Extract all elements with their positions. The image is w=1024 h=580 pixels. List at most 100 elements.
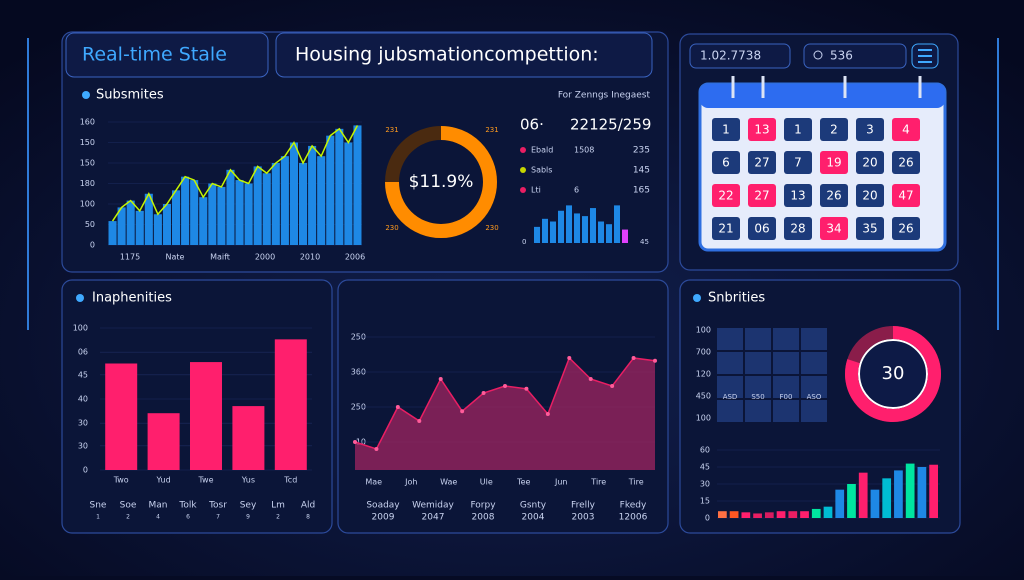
- calendar-cell[interactable]: [856, 151, 884, 174]
- bar: [244, 183, 253, 245]
- bar: [614, 205, 620, 243]
- x-tick-label: 2010: [300, 253, 320, 262]
- calendar-day: 27: [754, 189, 769, 203]
- calendar-cell[interactable]: [820, 217, 848, 240]
- bar: [262, 173, 271, 245]
- y-tick-label: 30: [700, 480, 710, 489]
- footer-name: Tolk: [178, 501, 197, 511]
- y-tick-label: 40: [78, 395, 88, 404]
- grid-cell: [773, 376, 799, 398]
- row-a: 6: [574, 186, 579, 195]
- footer-name: Soaday: [366, 501, 400, 511]
- x-tick-label: 2006: [345, 253, 365, 262]
- y-tick-label: 0: [90, 241, 95, 250]
- footer-sub: 8: [306, 514, 310, 521]
- x-tick-label: Yud: [156, 476, 171, 485]
- calendar-cell[interactable]: [712, 184, 740, 207]
- footer-sub: 2008: [472, 513, 495, 523]
- calendar-day: 4: [902, 123, 910, 137]
- badge-box: [65, 32, 269, 78]
- calendar-cell[interactable]: [748, 184, 776, 207]
- combo-area: [355, 358, 655, 470]
- point: [610, 384, 615, 388]
- grid-cell: [717, 376, 743, 398]
- footer-sub: 6: [186, 514, 190, 521]
- y-tick-label: 100: [80, 200, 95, 209]
- calendar-cell[interactable]: [784, 118, 812, 141]
- bar: [718, 511, 727, 518]
- calendar-cell[interactable]: [784, 217, 812, 240]
- bar: [905, 463, 915, 518]
- calendar-cell[interactable]: [784, 151, 812, 174]
- point: [395, 405, 400, 409]
- calendar-day: 26: [826, 189, 841, 203]
- calendar-cell[interactable]: [712, 151, 740, 174]
- footer-sub: 2: [276, 514, 280, 521]
- y-tick-label: 0: [83, 466, 88, 475]
- calendar-cell[interactable]: [892, 184, 920, 207]
- footer-sub: 2: [126, 514, 130, 521]
- calendar-cell[interactable]: [892, 217, 920, 240]
- corner-label: 230: [385, 224, 398, 232]
- footer-sub: 2047: [422, 513, 445, 523]
- bar: [253, 166, 262, 245]
- point: [417, 419, 422, 423]
- bar: [289, 142, 298, 245]
- x-tick-label: Maift: [210, 253, 230, 262]
- calendar-day: 7: [794, 156, 802, 170]
- footer-name: Gsnty: [520, 501, 547, 511]
- search-text: 536: [830, 49, 853, 63]
- row-label: 450: [696, 392, 711, 401]
- calendar-cell[interactable]: [748, 217, 776, 240]
- bar: [534, 226, 540, 243]
- bar: [317, 156, 326, 245]
- calendar-cell[interactable]: [820, 184, 848, 207]
- bar: [226, 169, 235, 245]
- footer-sub: 1: [96, 514, 100, 521]
- footer-name: Forpy: [470, 501, 496, 511]
- row-b: 235: [633, 146, 650, 156]
- x-tick-label: Jun: [554, 478, 568, 487]
- y-tick-label: 15: [700, 497, 710, 506]
- bar: [764, 512, 774, 518]
- calendar-day: 21: [718, 222, 733, 236]
- calendar-day: 1: [794, 123, 802, 137]
- title-box: [275, 32, 653, 78]
- calendar-day: 13: [754, 123, 769, 137]
- calendar-cell[interactable]: [856, 184, 884, 207]
- y-tick-label: 150: [80, 159, 95, 168]
- legend-dot: [520, 167, 526, 173]
- title: Housing jubsmationcompettion:: [295, 44, 599, 66]
- x-tick-label: Nate: [166, 253, 185, 262]
- search-box[interactable]: [803, 43, 907, 69]
- grid-cell: [801, 376, 827, 398]
- calendar-cell[interactable]: [856, 118, 884, 141]
- footer-name: Wemiday: [412, 501, 454, 511]
- calendar-cell[interactable]: [712, 118, 740, 141]
- panel-title: Inaphenities: [92, 291, 172, 306]
- footer-name: Man: [149, 501, 168, 511]
- y-tick-label: 100: [73, 324, 88, 333]
- calendar-cell[interactable]: [712, 217, 740, 240]
- grid-cell: [773, 328, 799, 350]
- calendar-day: 20: [862, 156, 877, 170]
- corner-label: 231: [485, 126, 498, 134]
- col-label: ASD: [723, 393, 738, 401]
- calendar-cell[interactable]: [820, 118, 848, 141]
- bar: [153, 214, 162, 245]
- calendar-cell[interactable]: [820, 151, 848, 174]
- calendar-cell[interactable]: [748, 118, 776, 141]
- calendar-cell[interactable]: [784, 184, 812, 207]
- y-tick-label: 0: [705, 514, 710, 523]
- grid-cell: [717, 400, 743, 422]
- grid-cell: [745, 328, 771, 350]
- calendar-cell[interactable]: [748, 151, 776, 174]
- donut-label: $11.9%: [409, 172, 474, 192]
- grid-cell: [773, 400, 799, 422]
- calendar-cell[interactable]: [856, 217, 884, 240]
- calendar-cell[interactable]: [892, 151, 920, 174]
- calendar-cell[interactable]: [892, 118, 920, 141]
- footer-name: Tosr: [208, 501, 227, 511]
- y-tick-label: 160: [80, 118, 95, 127]
- title-dot: [693, 294, 701, 302]
